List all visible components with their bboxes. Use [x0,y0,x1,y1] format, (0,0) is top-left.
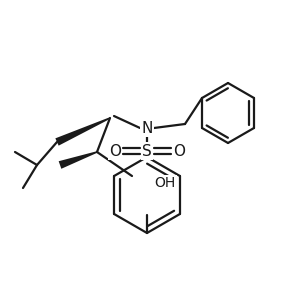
Polygon shape [59,151,97,169]
Text: OH: OH [154,176,176,190]
Text: O: O [173,144,185,159]
Text: N: N [141,121,153,136]
Text: S: S [142,144,152,159]
Polygon shape [55,117,110,146]
Text: O: O [109,144,121,159]
